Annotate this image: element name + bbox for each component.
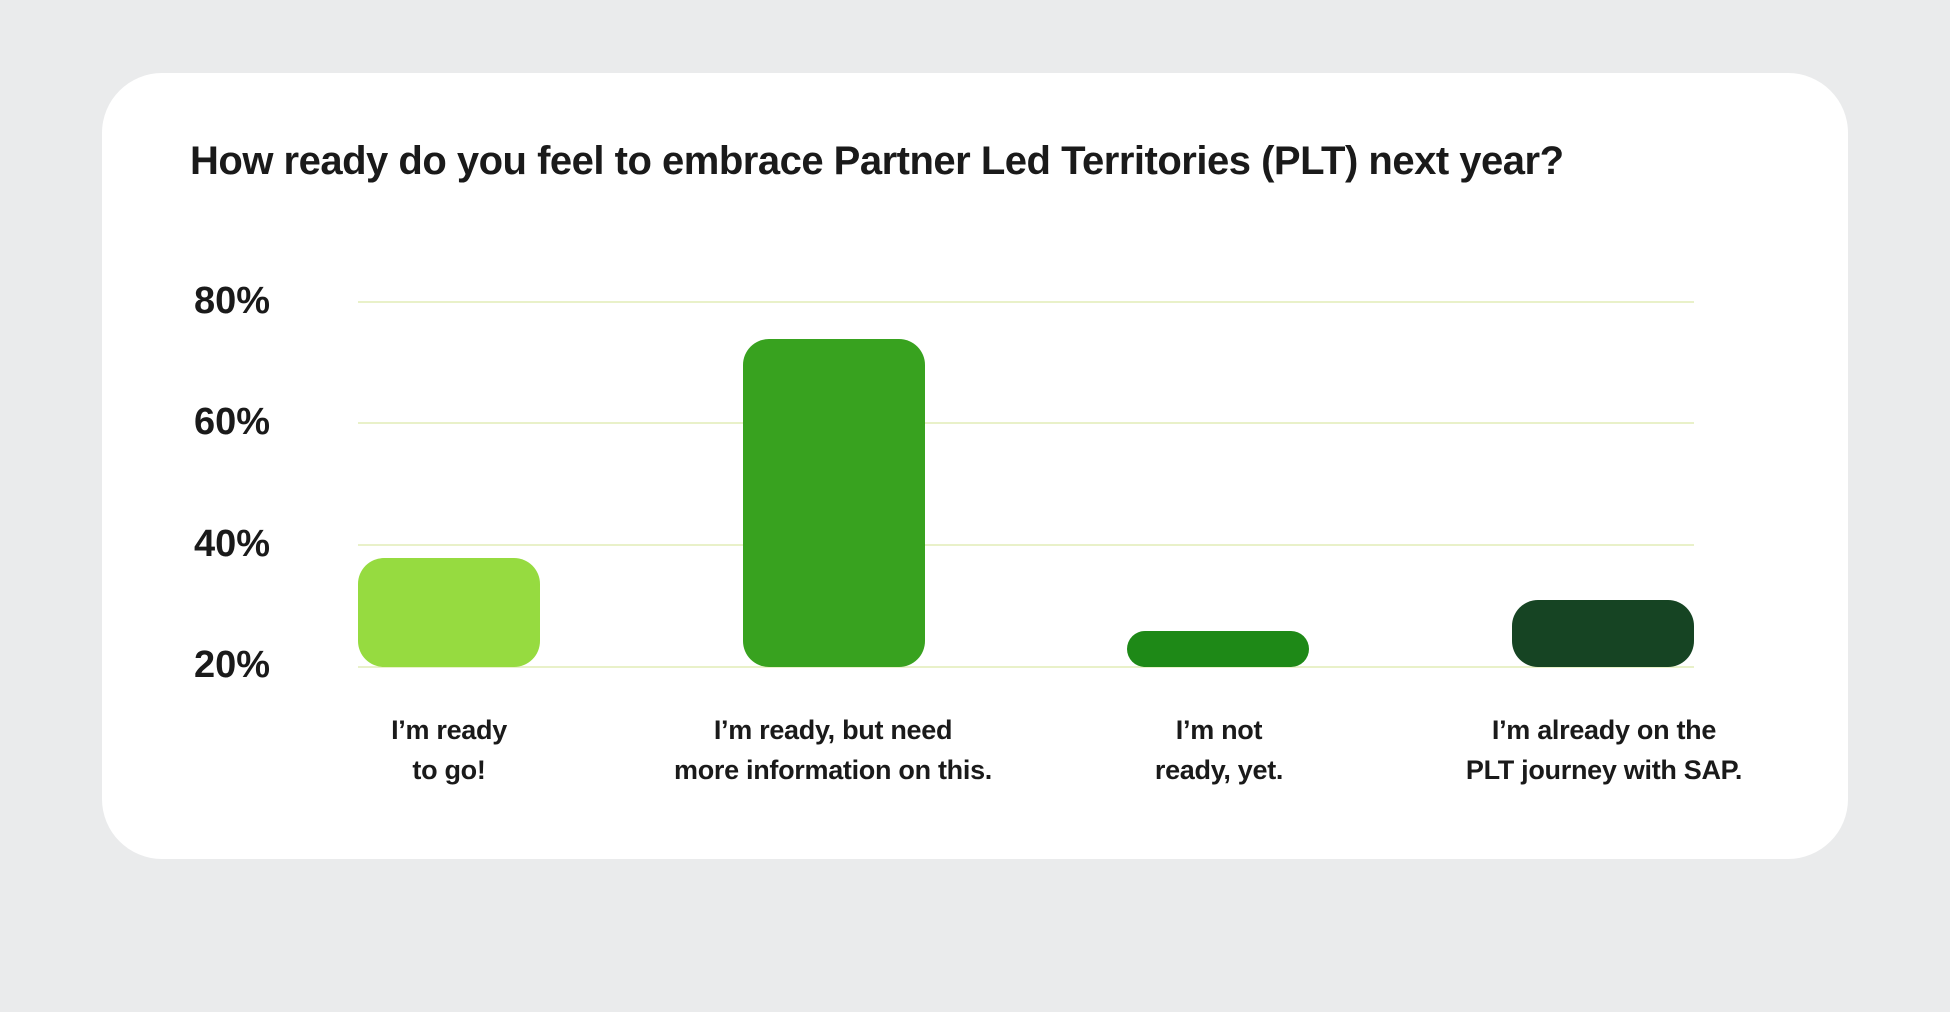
category-label-line: I’m ready, but need [713, 715, 953, 745]
bar-ready-need-more-info [742, 338, 925, 667]
chart-title: How ready do you feel to embrace Partner… [190, 139, 1564, 183]
y-axis-tick-80: 80% [193, 280, 270, 322]
category-label-ready-need-more-info: I’m ready, but need more information on … [623, 710, 1043, 790]
y-axis-tick-60: 60% [193, 401, 270, 443]
category-label-line: I’m ready [391, 715, 507, 745]
gridline-60 [358, 422, 1694, 424]
chart-card: How ready do you feel to embrace Partner… [102, 73, 1848, 859]
bar-ready-to-go [358, 557, 540, 667]
bars-row [358, 302, 1694, 667]
y-axis-tick-20: 20% [193, 644, 270, 686]
category-label-line: PLT journey with SAP. [1465, 755, 1743, 785]
plot-area [358, 301, 1694, 668]
category-label-line: more information on this. [673, 755, 992, 785]
bar-already-on-plt-journey [1511, 600, 1694, 667]
gridline-80 [358, 301, 1694, 303]
gridline-40 [358, 544, 1694, 546]
category-label-line: I’m not [1175, 715, 1263, 745]
y-axis-tick-40: 40% [193, 523, 270, 565]
axis-baseline-20 [358, 666, 1694, 668]
category-label-line: to go! [412, 755, 486, 785]
category-label-not-ready-yet: I’m not ready, yet. [1009, 710, 1429, 790]
category-label-line: I’m already on the [1491, 715, 1717, 745]
category-label-line: ready, yet. [1154, 755, 1284, 785]
bar-not-ready-yet [1127, 630, 1310, 667]
category-label-ready-to-go: I’m ready to go! [239, 710, 659, 790]
category-label-already-on-plt-journey: I’m already on the PLT journey with SAP. [1394, 710, 1814, 790]
